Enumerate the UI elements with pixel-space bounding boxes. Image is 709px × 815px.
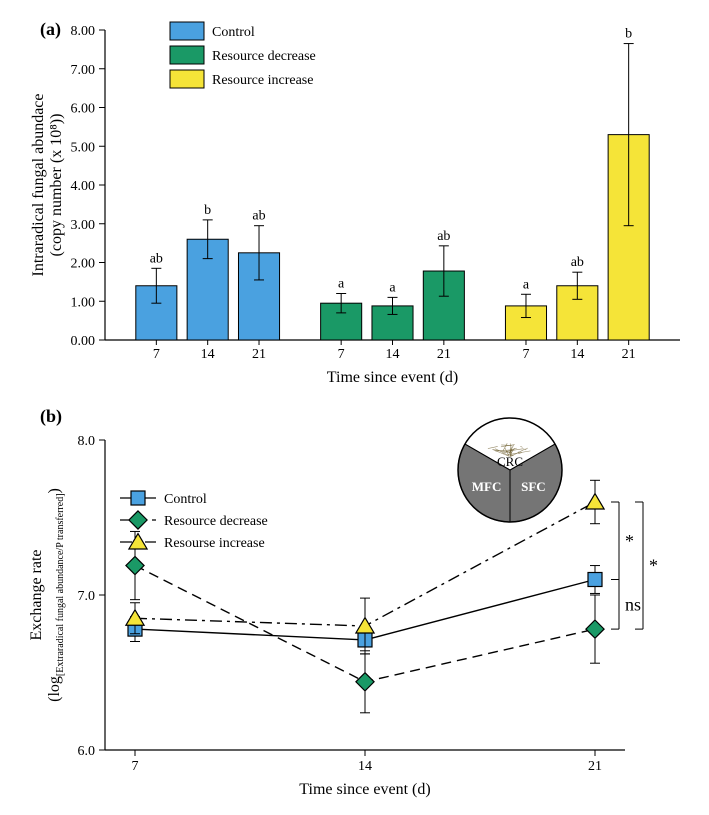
- svg-text:ns: ns: [625, 594, 641, 614]
- svg-text:CRC: CRC: [497, 454, 523, 469]
- svg-text:ab: ab: [252, 209, 265, 224]
- svg-text:5.00: 5.00: [71, 140, 96, 155]
- svg-text:6.00: 6.00: [71, 102, 96, 117]
- svg-text:7: 7: [132, 759, 139, 774]
- svg-text:a: a: [523, 277, 530, 292]
- svg-text:7: 7: [338, 347, 345, 362]
- svg-text:a: a: [338, 277, 345, 292]
- svg-text:6.0: 6.0: [78, 744, 96, 759]
- svg-text:Control: Control: [212, 25, 255, 40]
- svg-text:7.00: 7.00: [71, 63, 96, 78]
- svg-text:14: 14: [570, 347, 584, 362]
- svg-text:14: 14: [386, 347, 400, 362]
- svg-text:Intraradical fungal abundace(c: Intraradical fungal abundace(copy number…: [30, 93, 65, 276]
- svg-text:MFC: MFC: [472, 479, 502, 494]
- svg-text:(b): (b): [40, 406, 62, 427]
- svg-text:14: 14: [358, 759, 372, 774]
- svg-text:Time since event (d): Time since event (d): [327, 369, 458, 386]
- svg-text:Resource decrease: Resource decrease: [212, 49, 316, 64]
- svg-text:Exchange rate(log[Extraradical: Exchange rate(log[Extraradical fungal ab…: [28, 488, 66, 702]
- svg-text:Time since event (d): Time since event (d): [299, 781, 430, 798]
- svg-text:ab: ab: [437, 229, 450, 244]
- svg-text:SFC: SFC: [521, 479, 546, 494]
- svg-text:21: 21: [588, 759, 602, 774]
- chart-svg: (a) 0.00 1.00 2.00 3.00 4.00 5.00 6.00 7.00 8.00 I…: [10, 10, 699, 800]
- svg-text:0.00: 0.00: [71, 334, 96, 349]
- svg-text:*: *: [649, 556, 658, 576]
- svg-text:7: 7: [153, 347, 160, 362]
- svg-text:2.00: 2.00: [71, 257, 96, 272]
- svg-text:8.00: 8.00: [71, 24, 96, 39]
- svg-text:b: b: [625, 27, 632, 42]
- svg-text:Resource decrease: Resource decrease: [164, 514, 268, 529]
- svg-text:14: 14: [201, 347, 215, 362]
- svg-text:21: 21: [622, 347, 636, 362]
- svg-text:4.00: 4.00: [71, 179, 96, 194]
- svg-text:21: 21: [437, 347, 451, 362]
- svg-text:7: 7: [522, 347, 529, 362]
- svg-text:Resource increase: Resource increase: [212, 73, 313, 88]
- svg-text:1.00: 1.00: [71, 295, 96, 310]
- svg-text:Control: Control: [164, 492, 207, 507]
- figure: (a) 0.00 1.00 2.00 3.00 4.00 5.00 6.00 7.00 8.00 I…: [10, 10, 699, 805]
- svg-text:*: *: [625, 531, 634, 551]
- svg-text:b: b: [204, 203, 211, 218]
- svg-text:21: 21: [252, 347, 266, 362]
- svg-text:ab: ab: [571, 255, 584, 270]
- svg-text:8.0: 8.0: [78, 434, 96, 449]
- svg-text:7.0: 7.0: [78, 589, 96, 604]
- svg-text:(a): (a): [40, 19, 61, 40]
- svg-text:3.00: 3.00: [71, 218, 96, 233]
- svg-text:ab: ab: [150, 251, 163, 266]
- svg-text:Resourse increase: Resourse increase: [164, 536, 265, 551]
- svg-text:a: a: [389, 280, 396, 295]
